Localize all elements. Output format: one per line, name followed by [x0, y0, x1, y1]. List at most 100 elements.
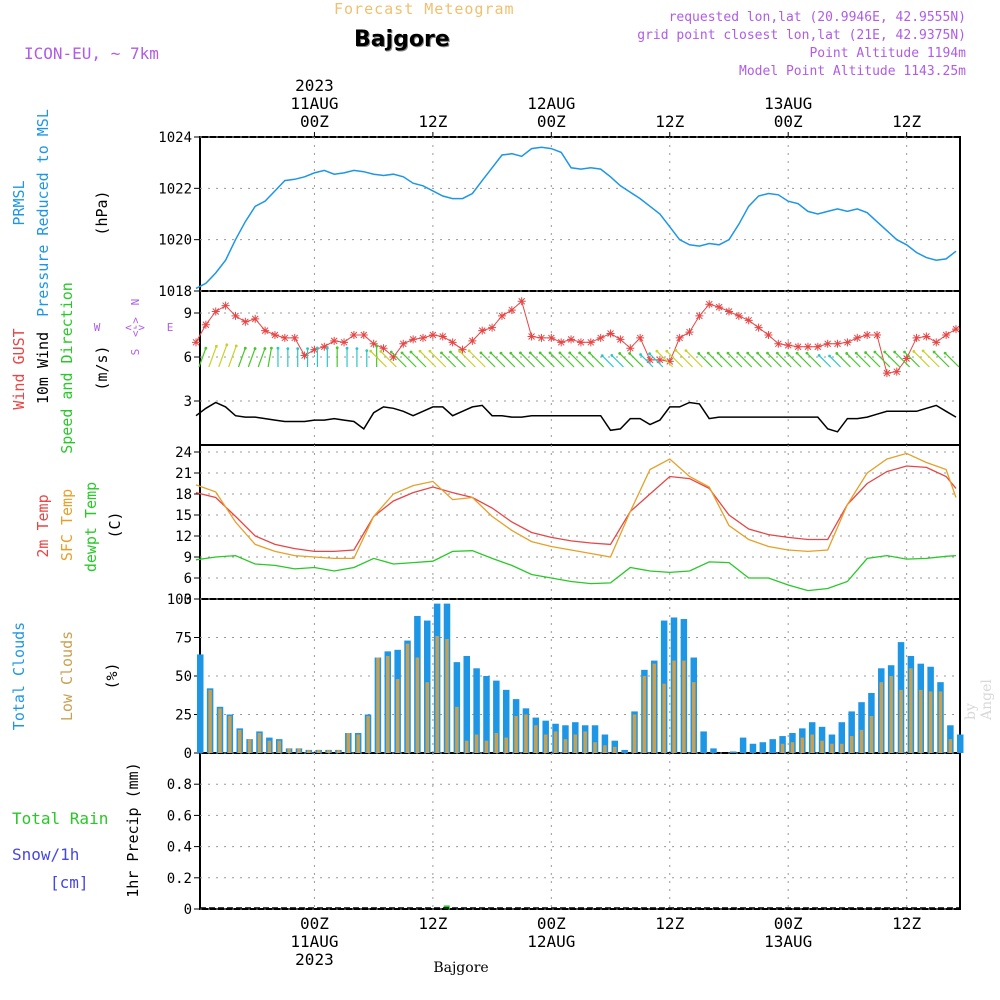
gust-marker: [448, 338, 457, 347]
wind-arrow-head: [449, 350, 452, 354]
wind-arrow-head: [766, 351, 769, 355]
wind-arrow: [267, 347, 273, 368]
temp-unit-label: (C): [106, 511, 124, 538]
gust-marker: [349, 331, 358, 339]
gust-marker: [685, 328, 694, 337]
y-tick-label: 1020: [158, 233, 192, 249]
low-cloud-bar: [652, 663, 657, 753]
total-cloud-bar: [591, 725, 599, 753]
y-tick-label: 9: [184, 306, 192, 322]
low-cloud-bar: [899, 689, 903, 753]
low-cloud-bar: [524, 714, 528, 753]
low-cloud-bar: [257, 732, 262, 753]
top-time-label: 2023: [295, 76, 334, 95]
low-cloud-bar: [928, 691, 933, 753]
panel-frame-wind: [199, 290, 961, 446]
dewpoint-label: dewpt Temp: [82, 482, 100, 572]
wind-arrow: [846, 352, 861, 368]
wind-arrow: [539, 352, 555, 368]
wind-arrow-head: [817, 354, 821, 357]
wind-arrow: [429, 350, 447, 368]
gust-label: Wind GUST: [10, 328, 28, 409]
y-tick-label: 0.8: [167, 777, 192, 793]
compass-north: N: [129, 299, 142, 306]
gust-marker: [330, 336, 339, 345]
gust-marker: [320, 342, 329, 351]
wind-arrow: [707, 352, 723, 368]
wind-arrow-head: [253, 347, 257, 350]
top-time-label: 00Z: [774, 112, 803, 131]
low-cloud-bar: [859, 729, 864, 753]
wind-arrow-head: [684, 349, 688, 352]
low-cloud-bar: [464, 740, 469, 753]
wind-arrow: [619, 352, 634, 368]
gust-marker: [399, 339, 408, 348]
wind-arrow-head: [335, 346, 339, 350]
low-cloud-bar: [583, 731, 587, 753]
total-cloud-bar: [197, 654, 204, 753]
gust-marker: [715, 303, 724, 312]
location-title: Bajgore: [354, 27, 450, 52]
gust-marker: [468, 336, 477, 345]
wind-arrow-head: [943, 351, 947, 355]
y-tick-label: 15: [175, 508, 192, 524]
wind-arrow-head: [674, 348, 678, 352]
wind-arrow: [796, 352, 812, 368]
wind-arrow-head: [785, 351, 789, 355]
gust-marker: [902, 354, 911, 363]
wind-arrow-head: [528, 351, 532, 355]
low-cloud-bar: [484, 740, 489, 753]
wind-arrow: [549, 352, 565, 368]
top-time-label: 12Z: [655, 112, 684, 131]
wind-arrow: [727, 352, 743, 368]
temp-2m-label: 2m Temp: [34, 494, 52, 557]
compass-south: S: [129, 349, 142, 356]
wind-arrow: [198, 348, 207, 368]
wind-arrow-head: [538, 351, 542, 355]
model-label: ICON-EU, ~ 7km: [24, 44, 159, 63]
wind-arrow-head: [225, 343, 229, 347]
low-cloud-bar: [415, 657, 420, 753]
gust-marker: [695, 311, 704, 320]
total-cloud-bar: [621, 749, 628, 753]
total-cloud-bar: [493, 680, 500, 753]
wind-arrow: [933, 351, 950, 368]
top-time-label: 00Z: [537, 112, 566, 131]
wind-arrow-head: [263, 347, 267, 350]
top-time-label: 12Z: [418, 112, 447, 131]
low-cloud-bar: [277, 740, 281, 753]
low-cloud-bar: [247, 739, 252, 753]
wind-arrow-head: [458, 349, 461, 353]
wind-arrow: [450, 351, 466, 368]
low-cloud-bar: [514, 716, 518, 753]
wind-arrow: [490, 352, 506, 368]
wind-arrow: [894, 351, 911, 368]
pressure-unit-label: (hPa): [93, 190, 111, 235]
gust-marker: [251, 314, 260, 323]
wind-arrow-head: [864, 351, 868, 354]
low-cloud-bar: [830, 743, 834, 753]
top-time-label: 12AUG: [527, 94, 575, 113]
y-tick-label: 9: [184, 550, 192, 566]
gust-marker: [626, 344, 635, 353]
low-cloud-bar: [553, 731, 558, 753]
wind-arrow-head: [548, 351, 552, 355]
low-cloud-bar: [455, 706, 459, 753]
wind-arrow: [370, 350, 387, 368]
low-cloud-bar: [840, 743, 844, 753]
wind-arrow: [717, 352, 733, 368]
wind-arrow-head: [588, 351, 591, 355]
wind-arrow-head: [234, 344, 238, 348]
panel-frame-precip: [199, 752, 961, 910]
wind-arrow-head: [558, 351, 562, 355]
wind-arrow-head: [509, 351, 513, 355]
low-cloud-bar: [613, 746, 617, 753]
wind-arrow: [904, 351, 920, 368]
gust-marker: [221, 301, 230, 310]
gust-marker: [389, 353, 398, 361]
low-cloud-bar: [267, 740, 272, 753]
gust-marker: [833, 339, 842, 348]
wind-arrow-head: [903, 350, 906, 354]
requested-coords: requested lon,lat (20.9946E, 42.9555N): [668, 10, 966, 25]
low-cloud-bar: [849, 736, 854, 753]
